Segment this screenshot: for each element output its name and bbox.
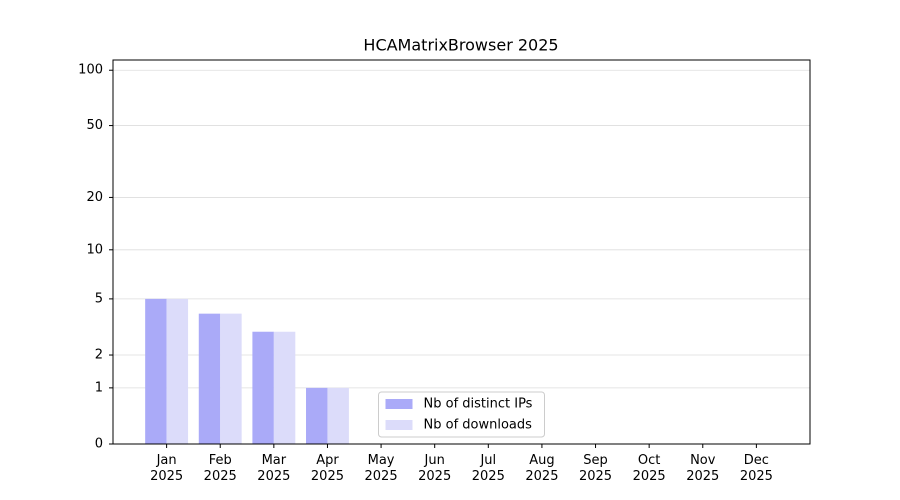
x-tick-label: May 2025	[364, 453, 398, 484]
x-tick-label: Nov 2025	[686, 453, 720, 484]
x-tick-label: Aug 2025	[525, 453, 559, 484]
bar	[220, 313, 242, 444]
y-tick-label: 100	[78, 63, 103, 78]
y-tick-label: 1	[95, 380, 103, 395]
bar	[306, 387, 328, 444]
y-tick-label: 2	[95, 348, 103, 363]
x-tick-label: Oct 2025	[632, 453, 666, 484]
bar	[145, 298, 167, 444]
chart-title: HCAMatrixBrowser 2025	[363, 36, 558, 55]
legend-label: Nb of distinct IPs	[424, 397, 533, 412]
bar	[252, 331, 274, 444]
x-tick-label: Jun 2025	[418, 453, 452, 484]
x-tick-label: Jul 2025	[471, 453, 505, 484]
legend-label: Nb of downloads	[424, 418, 533, 433]
legend: Nb of distinct IPs Nb of downloads	[378, 391, 545, 438]
x-tick-label: Apr 2025	[310, 453, 344, 484]
x-tick-label: Dec 2025	[739, 453, 773, 484]
bar	[327, 387, 349, 444]
legend-swatch	[385, 420, 413, 430]
bar	[198, 313, 221, 444]
legend-swatch	[385, 399, 413, 409]
plot-frame	[112, 59, 811, 445]
y-tick-label: 10	[86, 242, 103, 257]
y-tick-label: 20	[86, 190, 103, 205]
legend-frame	[378, 391, 545, 438]
bar	[166, 298, 189, 444]
x-tick-label: Mar 2025	[257, 453, 291, 484]
x-tick-label: Sep 2025	[578, 453, 613, 484]
x-tick-label: Feb 2025	[203, 453, 237, 484]
bar	[273, 331, 296, 444]
y-tick-label: 5	[95, 291, 103, 306]
y-tick-label: 50	[86, 118, 103, 133]
y-tick-label: 0	[95, 437, 103, 452]
x-tick-label: Jan 2025	[150, 453, 184, 484]
